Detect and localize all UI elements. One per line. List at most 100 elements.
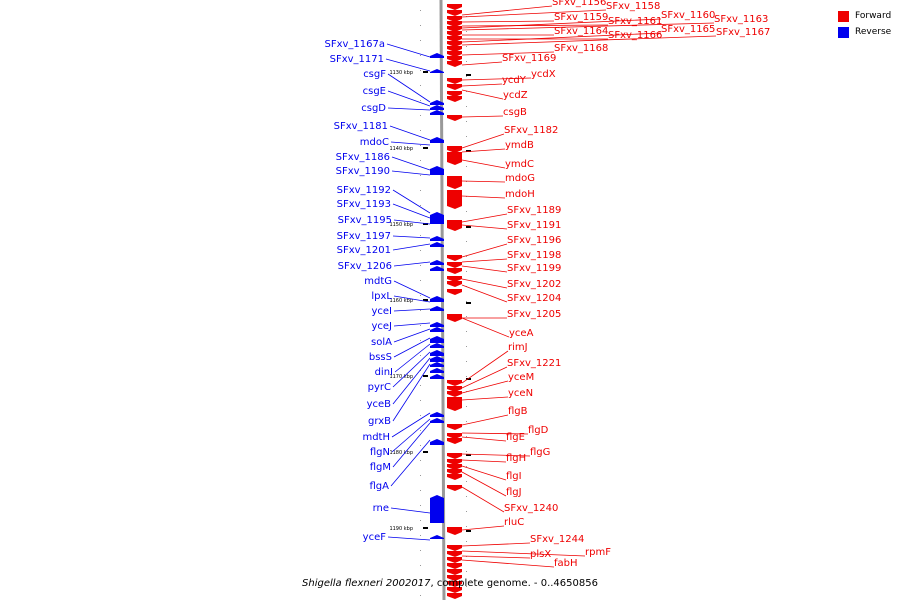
axis-dot — [466, 481, 467, 482]
forward-gene-label-flgh[interactable]: flgH — [506, 453, 526, 464]
reverse-gene-label-sfxv-1181[interactable]: SFxv_1181 — [334, 121, 388, 132]
reverse-gene-label-csge[interactable]: csgE — [363, 86, 386, 97]
forward-gene-label-ycdx[interactable]: ycdX — [531, 69, 556, 80]
forward-gene-label-sfxv-1164[interactable]: SFxv_1164 — [554, 26, 608, 37]
reverse-gene-label-sfxv-1171[interactable]: SFxv_1171 — [330, 54, 384, 65]
forward-gene-label-sfxv-1191[interactable]: SFxv_1191 — [507, 220, 561, 231]
axis-dot — [466, 91, 467, 92]
forward-gene-label-sfxv-1167[interactable]: SFxv_1167 — [716, 27, 770, 38]
reverse-gene-label-flga[interactable]: flgA — [370, 481, 390, 492]
forward-gene-label-sfxv-1244[interactable]: SFxv_1244 — [530, 534, 584, 545]
forward-gene-label-rimj[interactable]: rimJ — [508, 342, 528, 353]
forward-gene-label-flgi[interactable]: flgI — [506, 471, 522, 482]
forward-gene-label-sfxv-1169[interactable]: SFxv_1169 — [502, 53, 556, 64]
forward-gene-block — [447, 281, 462, 287]
reverse-gene-leader — [390, 439, 431, 487]
reverse-gene-label-dini[interactable]: dinI — [375, 367, 393, 378]
forward-gene-label-sfxv-1161[interactable]: SFxv_1161 — [608, 16, 662, 27]
reverse-gene-label-pyrc[interactable]: pyrC — [368, 382, 391, 393]
reverse-gene-label-sfxv-1167a[interactable]: SFxv_1167a — [324, 39, 385, 50]
reverse-gene-label-lpxl[interactable]: lpxL — [371, 291, 392, 302]
reverse-gene-label-yceb[interactable]: yceB — [367, 399, 392, 410]
reverse-gene-label-mdtg[interactable]: mdtG — [364, 276, 392, 287]
reverse-gene-label-mdth[interactable]: mdtH — [362, 432, 390, 443]
forward-gene-label-sfxv-1240[interactable]: SFxv_1240 — [504, 503, 558, 514]
forward-gene-label-flge[interactable]: flgE — [506, 432, 525, 443]
forward-gene-label-ymdc[interactable]: ymdC — [505, 159, 534, 170]
forward-gene-leader — [461, 459, 507, 463]
forward-gene-label-sfxv-1199[interactable]: SFxv_1199 — [507, 263, 561, 274]
forward-gene-label-sfxv-1158[interactable]: SFxv_1158 — [606, 1, 660, 12]
forward-gene-label-sfxv-1205[interactable]: SFxv_1205 — [507, 309, 561, 320]
forward-gene-block — [447, 438, 462, 444]
reverse-gene-label-sfxv-1195[interactable]: SFxv_1195 — [338, 215, 392, 226]
reverse-gene-label-rne[interactable]: rne — [373, 503, 389, 514]
reverse-gene-label-sola[interactable]: solA — [371, 337, 392, 348]
axis-dot — [420, 415, 421, 416]
reverse-gene-label-ycei[interactable]: yceI — [371, 306, 392, 317]
forward-gene-label-rpmf[interactable]: rpmF — [585, 547, 611, 558]
reverse-gene-label-ycej[interactable]: yceJ — [371, 321, 392, 332]
axis-dot — [466, 76, 467, 77]
forward-gene-label-ycen[interactable]: yceN — [508, 388, 533, 399]
forward-gene-label-sfxv-1160[interactable]: SFxv_1160 — [661, 10, 715, 21]
forward-gene-leader — [461, 414, 509, 426]
forward-gene-label-flgg[interactable]: flgG — [530, 447, 550, 458]
forward-gene-label-sfxv-1156[interactable]: SFxv_1156 — [552, 0, 606, 8]
forward-gene-label-sfxv-1196[interactable]: SFxv_1196 — [507, 235, 561, 246]
axis-dot — [420, 520, 421, 521]
forward-gene-label-sfxv-1165[interactable]: SFxv_1165 — [661, 24, 715, 35]
forward-gene-label-sfxv-1163[interactable]: SFxv_1163 — [714, 14, 768, 25]
reverse-gene-label-sfxv-1192[interactable]: SFxv_1192 — [337, 185, 391, 196]
forward-gene-label-sfxv-1182[interactable]: SFxv_1182 — [504, 125, 558, 136]
forward-gene-label-sfxv-1204[interactable]: SFxv_1204 — [507, 293, 561, 304]
reverse-gene-leader — [392, 422, 431, 468]
forward-gene-block — [447, 220, 462, 231]
axis-dot — [466, 271, 467, 272]
forward-gene-label-flgd[interactable]: flgD — [528, 425, 549, 436]
forward-gene-block — [447, 433, 462, 439]
scale-tick-mark — [466, 530, 471, 532]
forward-gene-block — [447, 262, 462, 268]
forward-gene-label-sfxv-1168[interactable]: SFxv_1168 — [554, 43, 608, 54]
reverse-gene-label-bsss[interactable]: bssS — [369, 352, 392, 363]
reverse-gene-label-mdoc[interactable]: mdoC — [360, 137, 389, 148]
reverse-gene-label-flgm[interactable]: flgM — [370, 462, 391, 473]
forward-gene-label-flgb[interactable]: flgB — [508, 406, 528, 417]
forward-gene-label-fabh[interactable]: fabH — [554, 558, 578, 569]
reverse-gene-leader — [385, 58, 431, 72]
forward-gene-leader — [461, 18, 662, 29]
reverse-gene-label-sfxv-1186[interactable]: SFxv_1186 — [336, 152, 390, 163]
forward-gene-label-ycdz[interactable]: ycdZ — [503, 90, 528, 101]
reverse-gene-label-flgn[interactable]: flgN — [370, 447, 390, 458]
forward-gene-label-ymdb[interactable]: ymdB — [505, 140, 534, 151]
reverse-gene-label-csgf[interactable]: csgF — [363, 69, 386, 80]
forward-gene-label-flgj[interactable]: flgJ — [506, 487, 522, 498]
reverse-gene-label-sfxv-1201[interactable]: SFxv_1201 — [337, 245, 391, 256]
reverse-gene-label-sfxv-1193[interactable]: SFxv_1193 — [337, 199, 391, 210]
forward-gene-leader — [461, 453, 531, 457]
forward-gene-label-ycem[interactable]: yceM — [508, 372, 534, 383]
forward-gene-leader — [461, 550, 586, 557]
forward-gene-label-plsx[interactable]: plsX — [530, 549, 551, 560]
forward-gene-label-sfxv-1221[interactable]: SFxv_1221 — [507, 358, 561, 369]
reverse-gene-label-sfxv-1190[interactable]: SFxv_1190 — [336, 166, 390, 177]
forward-gene-label-ycdy[interactable]: ycdY — [502, 75, 527, 86]
forward-gene-label-mdoh[interactable]: mdoH — [505, 189, 535, 200]
forward-gene-label-ycea[interactable]: yceA — [509, 328, 534, 339]
forward-gene-label-sfxv-1166[interactable]: SFxv_1166 — [608, 30, 662, 41]
reverse-gene-label-csgd[interactable]: csgD — [361, 103, 386, 114]
forward-gene-label-mdog[interactable]: mdoG — [505, 173, 535, 184]
reverse-gene-label-sfxv-1206[interactable]: SFxv_1206 — [338, 261, 392, 272]
reverse-gene-label-grxb[interactable]: grxB — [368, 416, 391, 427]
forward-gene-label-rluc[interactable]: rluC — [504, 517, 524, 528]
reverse-gene-label-ycef[interactable]: yceF — [363, 532, 387, 543]
forward-gene-label-sfxv-1198[interactable]: SFxv_1198 — [507, 250, 561, 261]
reverse-gene-label-sfxv-1197[interactable]: SFxv_1197 — [337, 231, 391, 242]
forward-gene-label-sfxv-1189[interactable]: SFxv_1189 — [507, 205, 561, 216]
forward-gene-label-sfxv-1159[interactable]: SFxv_1159 — [554, 12, 608, 23]
forward-gene-label-sfxv-1202[interactable]: SFxv_1202 — [507, 279, 561, 290]
forward-gene-label-csgb[interactable]: csgB — [503, 107, 527, 118]
axis-dot — [420, 145, 421, 146]
scale-tick-mark — [423, 147, 428, 149]
